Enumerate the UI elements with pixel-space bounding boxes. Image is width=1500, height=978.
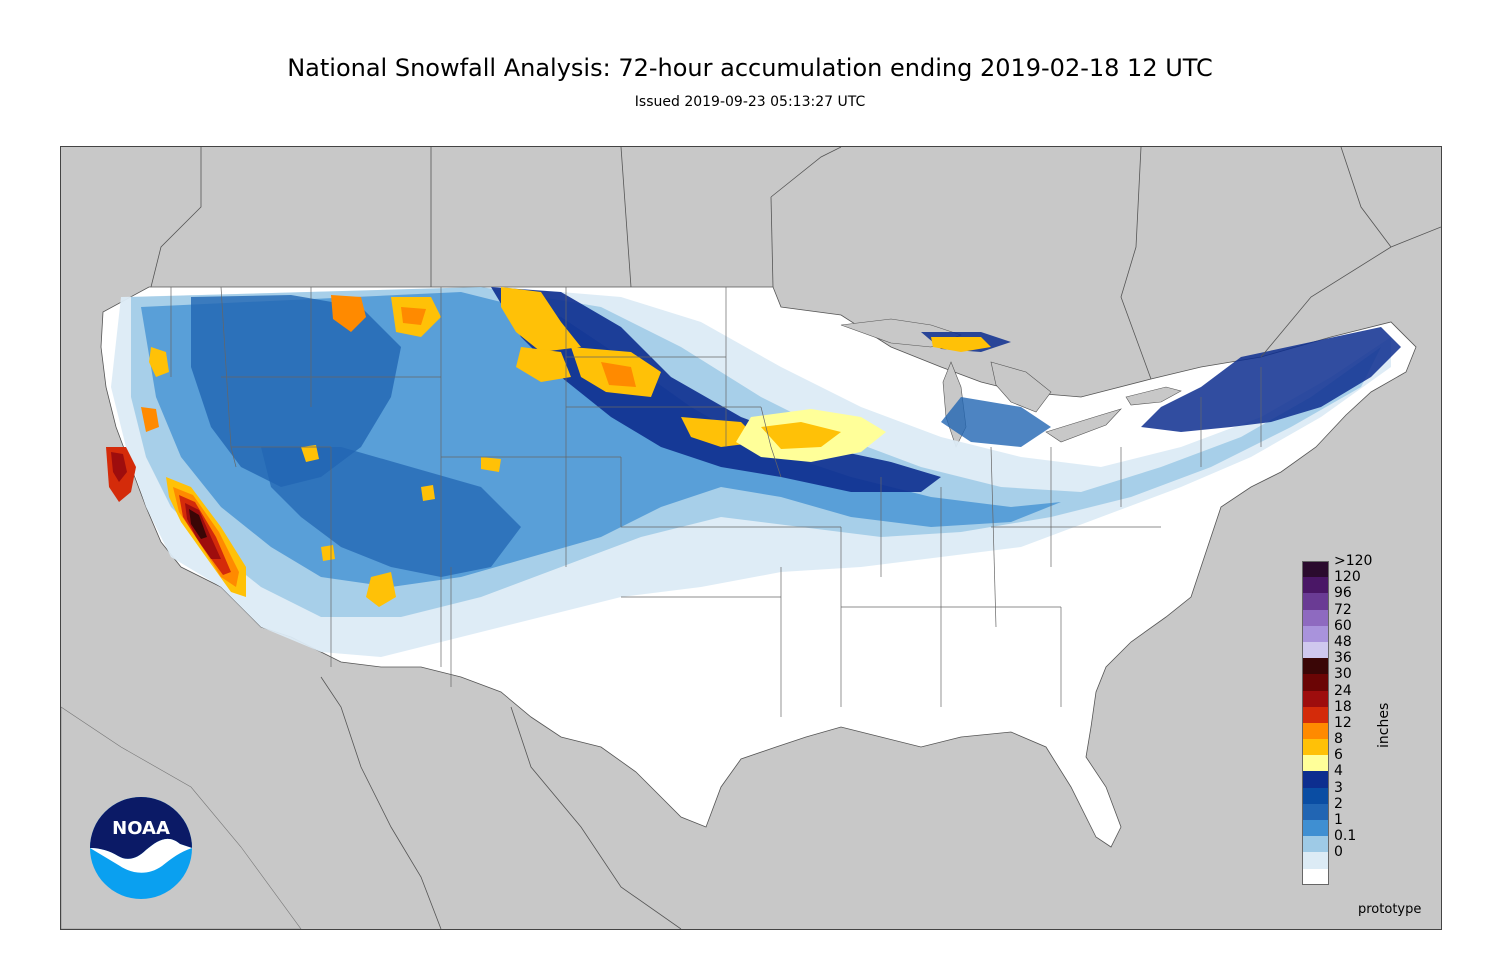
- legend-label: 0: [1334, 844, 1343, 861]
- legend-swatch: [1302, 755, 1329, 772]
- legend-label: 72: [1334, 601, 1352, 618]
- legend-swatch: [1302, 674, 1329, 691]
- map-canvas: [61, 147, 1441, 929]
- legend-swatch: [1302, 658, 1329, 675]
- legend-label: 2: [1334, 795, 1343, 812]
- legend-label: 96: [1334, 585, 1352, 602]
- country-borders: [150, 147, 1441, 929]
- legend-swatch: [1302, 625, 1329, 642]
- legend-swatch: [1302, 787, 1329, 804]
- legend-label: 18: [1334, 698, 1352, 715]
- legend-label: 48: [1334, 633, 1352, 650]
- legend-colorbar: [1302, 561, 1330, 885]
- legend-swatch: [1302, 706, 1329, 723]
- legend-label: >120: [1334, 553, 1373, 569]
- legend-swatch: [1302, 690, 1329, 707]
- legend-label: 12: [1334, 714, 1352, 731]
- legend-swatch: [1302, 593, 1329, 610]
- legend-swatch: [1302, 641, 1329, 659]
- legend-swatch: [1302, 577, 1329, 594]
- legend-label: 6: [1334, 747, 1343, 764]
- legend-label: 60: [1334, 617, 1352, 634]
- state-boundaries: [170, 286, 1262, 717]
- snowfall-shading: [106, 287, 1401, 657]
- legend-swatch: [1302, 836, 1329, 853]
- legend-swatch-zero: [1302, 868, 1329, 885]
- map-title: National Snowfall Analysis: 72-hour accu…: [287, 54, 1213, 82]
- legend-label: 1: [1334, 812, 1343, 828]
- issued-timestamp: Issued 2019-09-23 05:13:27 UTC: [634, 94, 866, 110]
- legend-label: 0.1: [1334, 828, 1357, 845]
- lake-erie: [1045, 408, 1122, 443]
- legend-label: 8: [1334, 731, 1343, 748]
- legend-swatch: [1302, 803, 1329, 820]
- legend-label: 3: [1334, 779, 1343, 796]
- legend-swatch: [1302, 852, 1329, 869]
- snowfall-map: [60, 146, 1442, 930]
- noaa-seagull-icon: [90, 838, 192, 873]
- legend-label: 120: [1334, 569, 1361, 586]
- noaa-logo: NOAA: [88, 796, 194, 900]
- prototype-note: prototype: [1358, 902, 1422, 917]
- lake-huron: [990, 361, 1052, 413]
- lake-ontario: [1125, 386, 1182, 406]
- legend-label: 36: [1334, 650, 1352, 667]
- legend-label: 24: [1334, 682, 1352, 699]
- legend-label: 4: [1334, 763, 1343, 780]
- legend-labels: >120 120 96 72 60 48 36 30 24 18 12 8 6 4 3 2 1 0.1 0: [1334, 553, 1394, 861]
- noaa-logo-text: NOAA: [112, 818, 170, 839]
- legend-label: 30: [1334, 666, 1352, 683]
- legend-swatch: [1302, 722, 1329, 740]
- legend-swatch: [1302, 609, 1329, 626]
- legend-swatch: [1302, 771, 1329, 788]
- noaa-logo-top-icon: [90, 797, 192, 859]
- legend-swatch: [1302, 739, 1329, 756]
- legend-swatch: [1302, 561, 1329, 578]
- legend-swatch: [1302, 820, 1329, 837]
- legend-units: inches: [1376, 702, 1392, 748]
